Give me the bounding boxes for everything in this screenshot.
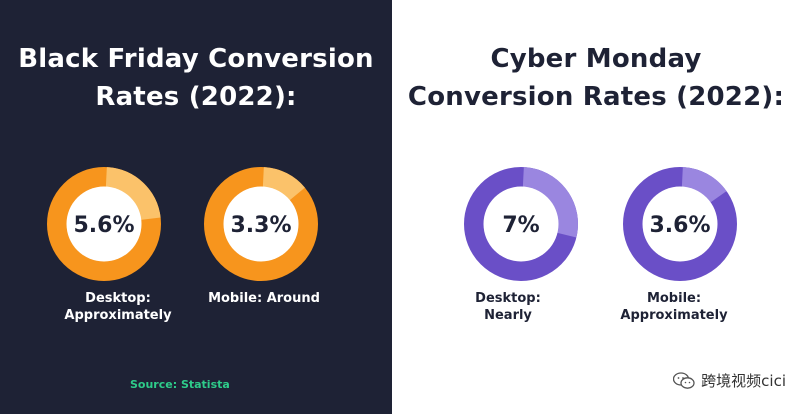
desktop-caption: Desktop: Approximately [38, 290, 198, 324]
donut-highlight-segment [105, 167, 161, 221]
donut-highlight-segment [262, 167, 305, 201]
donut-highlight-segment [681, 167, 727, 204]
donut-center [66, 186, 142, 262]
donut-center [483, 186, 559, 262]
black-friday-title: Black Friday Conversion Rates (2022): [0, 40, 392, 116]
watermark-text: 跨境视频cici [701, 372, 786, 390]
caption-line: Mobile: [646, 291, 702, 306]
caption-line: Nearly [484, 308, 532, 323]
watermark: 跨境视频cici [673, 370, 786, 391]
donut-desktop-approximately: 5.6% [47, 167, 161, 281]
donut-desktop-nearly: 7% [464, 167, 578, 281]
title-line: Black Friday Conversion [18, 44, 374, 74]
caption-line: Desktop: [475, 291, 541, 306]
donut-value-label: 7% [502, 213, 539, 238]
donut-highlight-segment [522, 167, 578, 238]
donut-ring [623, 167, 737, 281]
donut-mobile-around: 3.3% [204, 167, 318, 281]
donut-mobile-approximately: 3.6% [623, 167, 737, 281]
title-line: Cyber Monday [490, 44, 702, 74]
donut-center [223, 186, 299, 262]
source-note: Source: Statista [130, 378, 230, 391]
cyber-monday-title: Cyber Monday Conversion Rates (2022): [392, 40, 800, 116]
donut-value-label: 3.3% [230, 213, 291, 238]
caption-line: Approximately [620, 308, 728, 323]
donut-center [642, 186, 718, 262]
donut-ring [47, 167, 161, 281]
title-line: Conversion Rates (2022): [407, 82, 785, 112]
caption-line: Mobile: Around [208, 291, 320, 306]
mobile-caption: Mobile: Approximately [594, 290, 754, 324]
donut-value-label: 3.6% [649, 213, 710, 238]
caption-line: Desktop: [85, 291, 151, 306]
wechat-icon [673, 371, 695, 389]
desktop-caption: Desktop: Nearly [428, 290, 588, 324]
mobile-caption: Mobile: Around [184, 290, 344, 307]
donut-value-label: 5.6% [73, 213, 134, 238]
title-line: Rates (2022): [95, 82, 297, 112]
donut-ring [204, 167, 318, 281]
caption-line: Approximately [64, 308, 172, 323]
